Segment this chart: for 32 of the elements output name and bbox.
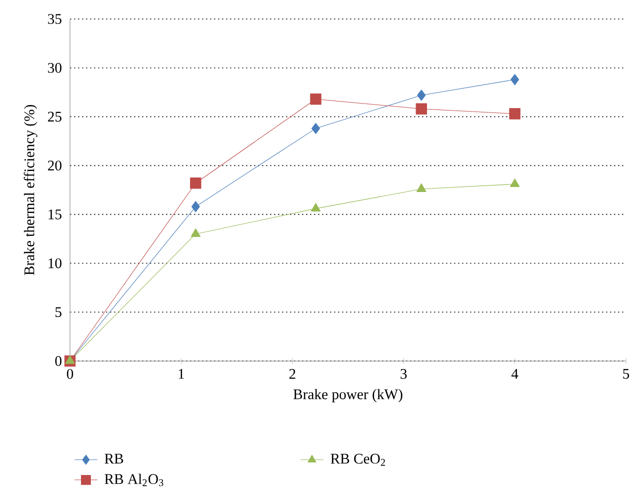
- y-tick-label: 30: [48, 62, 62, 73]
- x-tick-label: 1: [178, 368, 184, 379]
- legend-label: RB Al$_{2}$O$_{3}$: [104, 474, 164, 486]
- x-tick-label: 0: [66, 368, 74, 379]
- y-tick-label: 5: [56, 307, 62, 318]
- x-tick-label: 5: [623, 368, 630, 379]
- point: [65, 355, 75, 364]
- x-tick-label: 3: [400, 368, 407, 379]
- x-tick-label: 4: [511, 369, 518, 379]
- point: [510, 74, 520, 86]
- point: [310, 202, 321, 212]
- point: [310, 94, 322, 105]
- point: [416, 103, 427, 114]
- point: [510, 178, 520, 188]
- x-tick-label: 2: [289, 368, 296, 379]
- point: [190, 228, 201, 237]
- point: [509, 108, 520, 120]
- point: [190, 178, 202, 189]
- y-tick-label: 15: [48, 210, 62, 220]
- point: [191, 201, 200, 212]
- x-axis-title: Brake power (kW): [293, 388, 402, 402]
- legend-label: RB CeO$_{2}$: [330, 454, 385, 466]
- y-tick-label: 10: [48, 258, 62, 268]
- point: [417, 90, 426, 101]
- legend-label: RB: [104, 454, 124, 464]
- point: [311, 122, 320, 134]
- y-tick-label: 0: [55, 356, 62, 366]
- y-tick-label: 20: [48, 160, 62, 171]
- y-tick-label: 25: [48, 112, 62, 122]
- y-axis-title: Brake thermal efficiency (%): [24, 105, 38, 276]
- y-tick-label: 35: [48, 14, 62, 24]
- point: [416, 183, 426, 192]
